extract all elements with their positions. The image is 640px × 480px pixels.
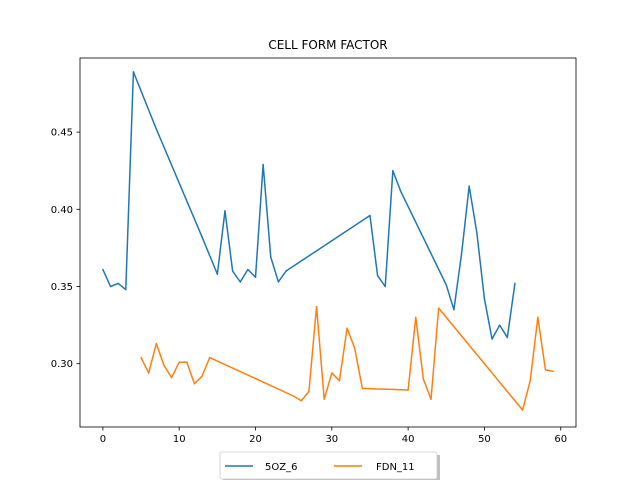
data-point-fdn-11 [331,372,333,374]
data-point-5oz-6 [216,273,219,275]
data-point-5oz-6 [102,268,104,271]
data-point-fdn-11 [147,372,150,374]
data-point-fdn-11 [315,305,318,308]
data-point-5oz-6 [376,274,379,277]
data-point-5oz-6 [514,282,516,285]
data-point-fdn-11 [521,409,524,411]
data-point-5oz-6 [445,284,448,286]
legend-label-fdn-11: FDN_11 [376,462,415,473]
data-point-fdn-11 [430,398,432,400]
data-point-fdn-11 [415,316,417,319]
data-point-fdn-11 [353,347,356,350]
data-point-5oz-6 [254,276,257,278]
data-point-fdn-11 [361,387,364,390]
data-point-5oz-6 [491,338,493,340]
data-point-fdn-11 [529,379,531,382]
data-point-fdn-11 [140,356,142,359]
data-point-fdn-11 [163,364,165,366]
y-tick-label: 0.30 [51,359,73,370]
data-point-fdn-11 [323,398,325,400]
data-point-5oz-6 [468,185,470,187]
data-point-5oz-6 [224,210,226,212]
data-point-5oz-6 [117,282,119,285]
data-point-5oz-6 [155,128,158,130]
x-tick-label: 50 [478,434,491,445]
data-point-5oz-6 [247,268,249,271]
y-tick-label: 0.40 [51,205,73,216]
data-point-5oz-6 [270,256,272,258]
x-tick-label: 20 [249,434,262,445]
data-point-5oz-6 [285,270,287,272]
data-point-fdn-11 [537,316,539,319]
series-line-fdn-11 [140,305,554,411]
data-point-5oz-6 [231,270,234,272]
data-point-fdn-11 [300,400,303,402]
data-point-5oz-6 [483,298,486,300]
data-point-5oz-6 [498,324,501,326]
data-point-5oz-6 [262,163,264,166]
data-point-5oz-6 [392,169,394,172]
data-point-fdn-11 [292,395,295,397]
y-tick-label: 0.35 [51,282,73,293]
data-point-fdn-11 [422,378,425,380]
x-tick-label: 60 [554,434,567,445]
plot-area-frame [79,57,577,428]
data-point-5oz-6 [506,336,509,339]
y-tick-label: 0.45 [51,128,73,139]
data-point-5oz-6 [369,214,371,217]
data-point-fdn-11 [346,327,348,329]
data-point-5oz-6 [239,281,241,283]
chart-title: CELL FORM FACTOR [268,38,387,52]
data-point-fdn-11 [552,370,554,373]
data-point-5oz-6 [476,231,478,234]
data-point-5oz-6 [460,253,463,255]
data-point-fdn-11 [338,379,341,382]
data-point-5oz-6 [399,190,402,192]
data-point-fdn-11 [407,389,409,391]
data-point-fdn-11 [208,356,211,359]
data-point-5oz-6 [109,285,112,288]
data-point-fdn-11 [193,383,196,385]
data-point-fdn-11 [170,376,173,379]
legend-box [219,451,438,480]
data-point-fdn-11 [201,375,203,377]
data-point-fdn-11 [437,307,440,309]
data-point-5oz-6 [277,281,280,283]
data-point-5oz-6 [132,71,135,73]
x-tick-label: 0 [100,434,106,445]
data-point-5oz-6 [125,288,127,291]
y-axis: 0.30 0.35 0.40 0.45 [51,128,80,370]
legend-label-5oz-6: 5OZ_6 [265,462,297,473]
data-point-fdn-11 [178,361,180,363]
data-point-5oz-6 [384,285,386,288]
data-point-5oz-6 [453,308,455,311]
data-point-fdn-11 [544,369,547,371]
series-line-5oz-6 [102,71,516,340]
legend: 5OZ_6 FDN_11 [219,451,440,480]
x-tick-label: 40 [402,434,415,445]
series-layer [102,71,554,411]
data-point-fdn-11 [308,390,310,393]
data-point-5oz-6 [201,236,203,238]
data-point-fdn-11 [186,361,188,363]
x-tick-label: 10 [173,434,186,445]
x-axis: 0 10 20 30 40 50 60 [100,427,567,445]
data-point-fdn-11 [155,342,158,345]
x-tick-label: 30 [325,434,338,445]
